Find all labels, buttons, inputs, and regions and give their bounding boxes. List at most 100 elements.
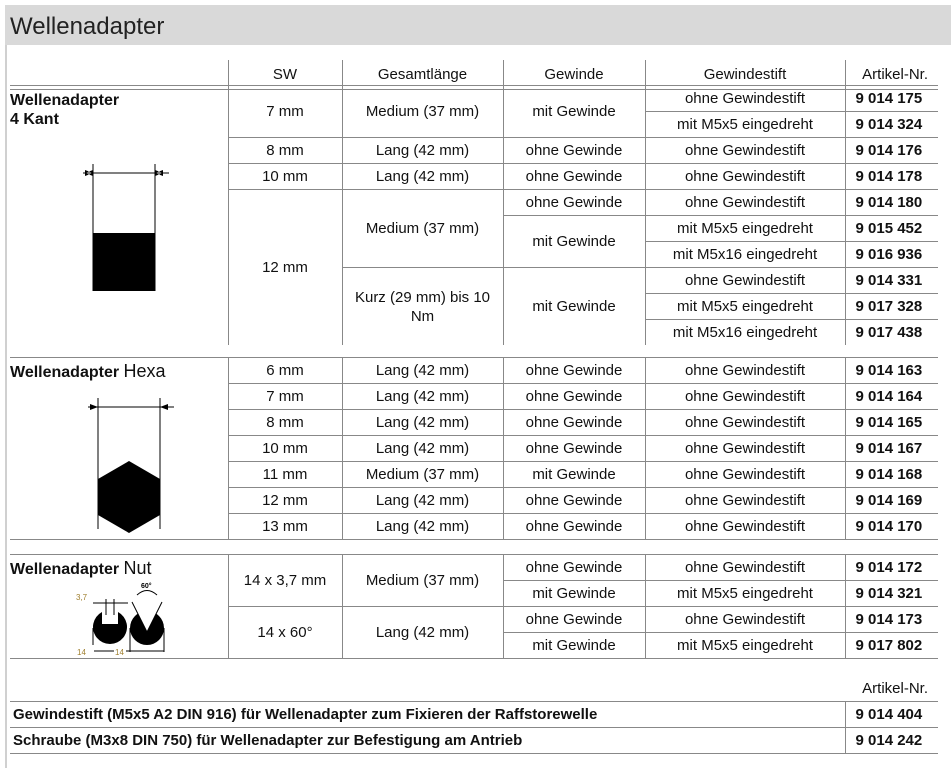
length-cell: Lang (42 mm) <box>341 137 503 164</box>
article-number: 9 014 180 <box>844 189 938 216</box>
hexagon-profile-icon <box>88 398 174 533</box>
pin-cell: mit M5x5 eingedreht <box>644 111 845 138</box>
table-row: Kurz (29 mm) bis 10 Nm mit Gewinde ohne Ge… <box>10 267 938 345</box>
product-title-bold: Wellenadapter <box>10 92 120 109</box>
table-row: 8 mm Lang (42 mm) ohne Gewinde ohne Gewinde… <box>10 409 938 436</box>
accessory-text: Schraube (M3x8 DIN 750) für Wellenadapte… <box>10 727 845 754</box>
pin-cell: ohne Gewindestift <box>644 606 845 633</box>
thread-cell: ohne Gewinde <box>502 554 645 581</box>
product-title: Wellenadapter Hexa <box>10 362 228 382</box>
article-number: 9 016 936 <box>844 241 938 268</box>
thread-cell: ohne Gewinde <box>502 383 645 410</box>
article-number: 9 014 167 <box>844 435 938 462</box>
accessory-row: Gewindestift (M5x5 A2 DIN 916) für Welle… <box>10 701 938 728</box>
product-title-bold: Wellenadapter <box>10 364 120 381</box>
header-pin: Gewindestift <box>644 60 845 90</box>
article-number: 9 014 331 <box>844 267 938 294</box>
pin-cell: ohne Gewindestift <box>644 357 845 384</box>
table-row: 12 mm Medium (37 mm) ohne Gewinde ohne Gewi… <box>10 189 938 345</box>
article-number: 9 014 172 <box>844 554 938 581</box>
length-cell: Lang (42 mm) <box>341 435 503 462</box>
sw-cell: 10 mm <box>227 163 342 190</box>
table-row: 11 mm Medium (37 mm) mit Gewinde ohne Gewin… <box>10 461 938 488</box>
sw-cell: 11 mm <box>227 461 342 488</box>
pin-cell: mit M5x5 eingedreht <box>644 215 845 242</box>
header-sw: SW <box>227 60 342 90</box>
sw-cell: 13 mm <box>227 513 342 540</box>
sw-cell: 7 mm <box>227 85 342 138</box>
pin-cell: ohne Gewindestift <box>644 409 845 436</box>
length-cell: Medium (37 mm) <box>341 554 503 607</box>
page-frame <box>5 45 7 768</box>
length-cell: Lang (42 mm) <box>341 383 503 410</box>
table-header: SW Gesamtlänge Gewinde Gewindestift Arti… <box>10 60 938 90</box>
article-number: 9 014 242 <box>844 727 938 754</box>
table-row: 10 mm Lang (42 mm) ohne Gewinde ohne Gewind… <box>10 435 938 462</box>
thread-cell: ohne Gewinde <box>502 513 645 540</box>
thread-cell: mit Gewinde <box>502 580 645 607</box>
length-cell: Lang (42 mm) <box>341 606 503 659</box>
sw-cell: 12 mm <box>227 189 342 345</box>
product-title-variant: Hexa <box>123 361 166 381</box>
sw-cell: 7 mm <box>227 383 342 410</box>
pin-cell: ohne Gewindestift <box>644 85 845 112</box>
thread-cell: ohne Gewinde <box>502 435 645 462</box>
pin-cell: mit M5x5 eingedreht <box>644 632 845 659</box>
thread-cell: mit Gewinde <box>502 267 645 345</box>
thread-cell: mit Gewinde <box>502 461 645 488</box>
article-number: 9 017 328 <box>844 293 938 320</box>
article-number: 9 014 404 <box>844 701 938 728</box>
pin-cell: ohne Gewindestift <box>644 163 845 190</box>
article-number: 9 014 168 <box>844 461 938 488</box>
square-profile-icon <box>83 164 169 291</box>
article-number: 9 014 169 <box>844 487 938 514</box>
article-number: 9 014 324 <box>844 111 938 138</box>
product-label-cell: Wellenadapter Hexa <box>10 357 228 540</box>
title-bar: Wellenadapter <box>5 5 951 45</box>
length-cell: Lang (42 mm) <box>341 163 503 190</box>
accessories-table: Artikel-Nr. Gewindestift (M5x5 A2 DIN 91… <box>10 676 938 754</box>
article-number: 9 014 321 <box>844 580 938 607</box>
article-number: 9 014 163 <box>844 357 938 384</box>
article-number: 9 015 452 <box>844 215 938 242</box>
thread-cell: ohne Gewinde <box>502 137 645 164</box>
table-row: mit Gewinde mit M5x5 eingedreht 9 015 452 <box>10 215 938 268</box>
table-row: mit M5x16 eingedreht 9 016 936 <box>10 241 938 268</box>
length-cell: Medium (37 mm) <box>341 85 503 138</box>
table-row: 8 mm Lang (42 mm) ohne Gewinde ohne Gewinde… <box>10 137 938 164</box>
pin-cell: ohne Gewindestift <box>644 554 845 581</box>
diameter-dim: 14 <box>77 648 86 657</box>
slot-dim: 3,7 <box>76 593 88 602</box>
pin-cell: ohne Gewindestift <box>644 267 845 294</box>
thread-cell: mit Gewinde <box>502 632 645 659</box>
article-number: 9 014 165 <box>844 409 938 436</box>
article-number: 9 014 170 <box>844 513 938 540</box>
accessories-spacer <box>10 676 845 702</box>
length-cell: Medium (37 mm) <box>341 461 503 488</box>
table-row: 13 mm Lang (42 mm) ohne Gewinde ohne Gewind… <box>10 513 938 540</box>
thread-cell: ohne Gewinde <box>502 487 645 514</box>
table-row: Wellenadapter 4 Kant 7 mm Medium (37 mm) mi… <box>10 85 938 345</box>
product-title: Wellenadapter Nut <box>10 559 228 579</box>
pin-cell: ohne Gewindestift <box>644 435 845 462</box>
table-row: 10 mm Lang (42 mm) ohne Gewinde ohne Gewind… <box>10 163 938 190</box>
length-cell: Lang (42 mm) <box>341 487 503 514</box>
length-cell: Kurz (29 mm) bis 10 Nm <box>341 267 503 345</box>
groove-profile-icon: 3,7 60° 14 14 <box>72 582 165 657</box>
sw-cell: 14 x 3,7 mm <box>227 554 342 607</box>
pin-cell: ohne Gewindestift <box>644 513 845 540</box>
table-row: mit M5x5 eingedreht 9 017 328 <box>10 293 938 320</box>
table-row: 3,7 60° 14 14 Wellenadapter Nut 14 x 3,7 mm Me… <box>10 554 938 659</box>
header-thread: Gewinde <box>502 60 645 90</box>
accessories-header-art: Artikel-Nr. <box>862 680 928 697</box>
product-title-bold: Wellenadapter <box>10 561 120 578</box>
thread-cell: mit Gewinde <box>502 85 645 138</box>
pin-cell: ohne Gewindestift <box>644 487 845 514</box>
thread-cell: ohne Gewinde <box>502 189 645 216</box>
article-number: 9 017 802 <box>844 632 938 659</box>
table-row: mit M5x5 eingedreht 9 014 324 <box>10 111 938 138</box>
article-number: 9 017 438 <box>844 319 938 345</box>
article-number: 9 014 173 <box>844 606 938 633</box>
product-title-variant: Nut <box>123 558 152 578</box>
thread-cell: mit Gewinde <box>502 215 645 268</box>
